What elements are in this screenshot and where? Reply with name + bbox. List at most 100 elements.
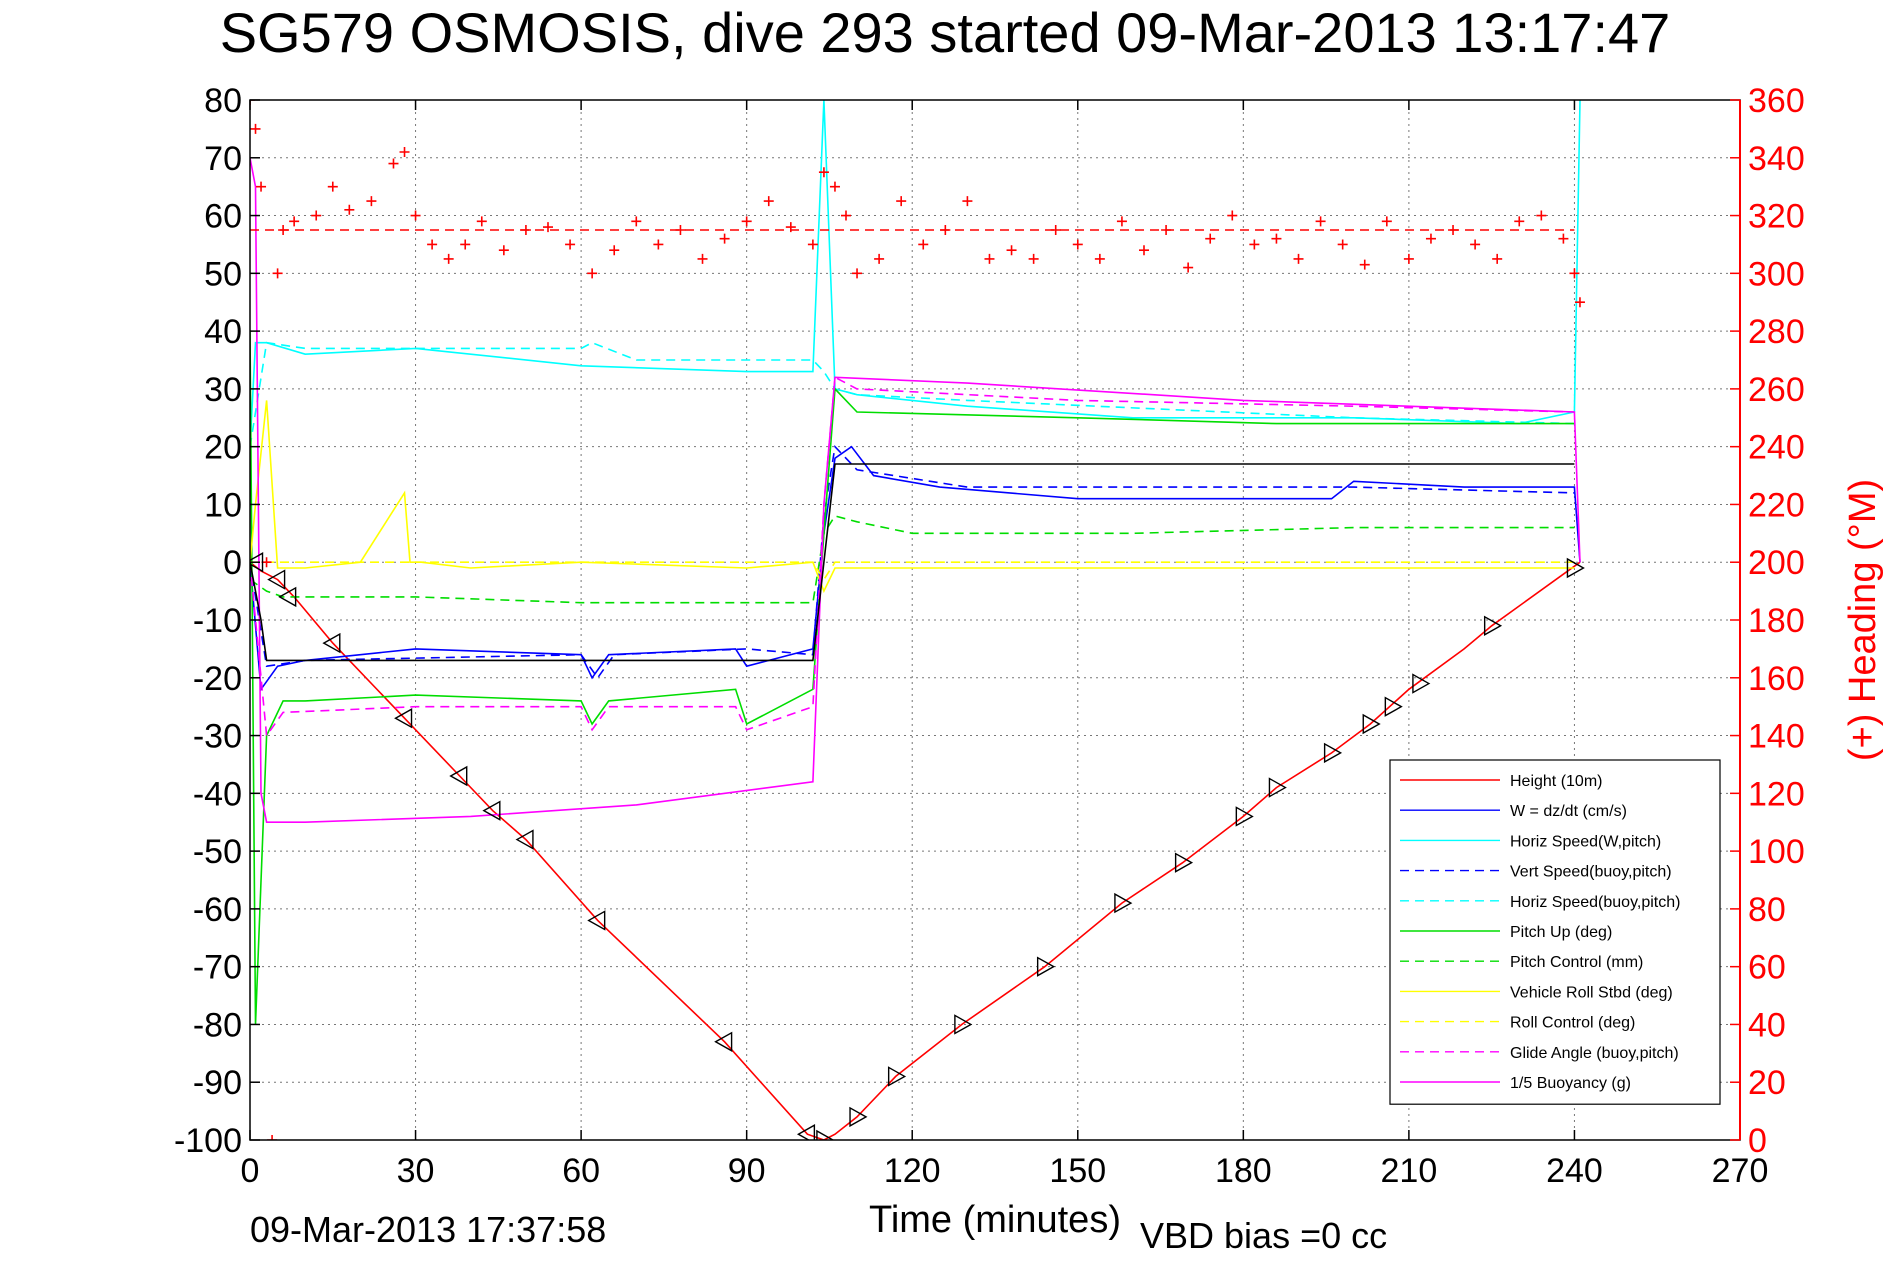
footer-vbd-bias: VBD bias =0 cc xyxy=(1140,1215,1387,1256)
heading-point xyxy=(399,147,410,157)
heading-point xyxy=(1558,233,1569,244)
series-vbd-10-cc xyxy=(250,463,1575,662)
heading-point xyxy=(443,253,454,264)
heading-point xyxy=(818,167,829,178)
plot-grid xyxy=(250,100,1740,1140)
heading-point xyxy=(984,253,995,264)
heading-point xyxy=(587,268,598,279)
axis-ticks: 0 30 60 90 120 150 180 210 240 270 80 70 60 50 40 30 20 1… xyxy=(174,82,1805,1190)
heading-point xyxy=(1139,245,1149,256)
depth-marker xyxy=(1268,777,1287,798)
series-pitch-control-mm xyxy=(250,515,1575,604)
y-tick-label: -60 xyxy=(193,891,242,929)
y-tick-label: 10 xyxy=(204,486,242,524)
y-tick-label: 60 xyxy=(204,198,242,236)
y-tick-label: 80 xyxy=(204,82,242,120)
heading-point xyxy=(272,268,283,279)
y-right-tick-label: 80 xyxy=(1748,891,1786,929)
y-tick-label: -30 xyxy=(193,718,242,756)
heading-point xyxy=(1569,268,1580,279)
y-tick-label: -100 xyxy=(174,1122,242,1160)
heading-point xyxy=(1183,262,1194,273)
y-right-tick-label: 280 xyxy=(1748,313,1805,351)
depth-marker xyxy=(267,569,286,590)
y-tick-label: -70 xyxy=(193,949,242,987)
y-right-tick-label: 60 xyxy=(1748,949,1786,987)
heading-point xyxy=(741,216,752,227)
y-right-tick-label: 200 xyxy=(1748,544,1805,582)
x-tick-label: 60 xyxy=(562,1152,600,1190)
legend-label: Pitch Up (deg) xyxy=(1510,924,1612,941)
heading-point xyxy=(1403,253,1414,264)
heading-point xyxy=(261,557,272,568)
heading-point xyxy=(841,210,851,221)
heading-point xyxy=(874,253,885,264)
depth-marker xyxy=(1412,673,1431,694)
y-right-tick-label: 360 xyxy=(1748,82,1805,120)
heading-point xyxy=(962,196,973,207)
legend-label: Horiz Speed(W,pitch) xyxy=(1510,833,1661,850)
x-tick-label: 0 xyxy=(241,1152,260,1190)
heading-point xyxy=(918,239,929,250)
series-1-5-buoyancy-g xyxy=(250,157,1581,824)
footer-timestamp: 09-Mar-2013 17:37:58 xyxy=(250,1209,606,1250)
y-right-tick-label: 260 xyxy=(1748,371,1805,409)
x-tick-label: 90 xyxy=(728,1152,766,1190)
heading-point xyxy=(476,216,487,227)
y-right-tick-label: 300 xyxy=(1748,255,1805,293)
y-right-tick-label: 20 xyxy=(1748,1064,1786,1102)
y-right-tick-label: 160 xyxy=(1748,660,1805,698)
y-right-tick-label: 140 xyxy=(1748,718,1805,756)
legend-label: Horiz Speed(buoy,pitch) xyxy=(1510,894,1680,911)
heading-point xyxy=(1381,216,1392,227)
series-pitch-up-deg xyxy=(250,331,1575,1025)
heading-point xyxy=(311,210,322,221)
depth-marker xyxy=(1323,742,1343,764)
y-tick-label: -40 xyxy=(193,775,242,813)
y-right-tick-label: 340 xyxy=(1748,140,1805,178)
legend-label: 1/5 Buoyancy (g) xyxy=(1510,1075,1631,1092)
depth-marker xyxy=(954,1014,973,1035)
depth-marker xyxy=(796,1124,816,1140)
legend-label: Vehicle Roll Stbd (deg) xyxy=(1510,984,1673,1001)
heading-point xyxy=(852,268,863,279)
y-tick-label: -50 xyxy=(193,833,242,871)
legend-label: Roll Control (deg) xyxy=(1510,1015,1635,1032)
heading-point xyxy=(267,1135,278,1140)
heading-point xyxy=(1094,253,1105,264)
heading-point xyxy=(543,222,553,233)
y-right-tick-label: 220 xyxy=(1748,486,1805,524)
depth-marker xyxy=(482,800,501,821)
series-horiz-speed-buoy-pitch xyxy=(250,341,1575,447)
heading-point xyxy=(366,196,377,207)
heading-point xyxy=(719,233,730,244)
heading-point xyxy=(327,181,338,192)
y-right-tick-label: 180 xyxy=(1748,602,1805,640)
heading-point xyxy=(410,210,421,221)
heading-point xyxy=(763,196,774,207)
depth-marker xyxy=(515,829,534,850)
series-depth-markers xyxy=(250,552,1585,1140)
series-heading xyxy=(250,100,1585,1140)
depth-marker xyxy=(816,1129,835,1140)
x-tick-label: 120 xyxy=(884,1152,941,1190)
depth-marker xyxy=(887,1066,907,1087)
depth-marker xyxy=(1114,892,1133,914)
y-tick-label: 40 xyxy=(204,313,242,351)
legend-label: Pitch Control (mm) xyxy=(1510,954,1643,971)
x-tick-label: 210 xyxy=(1381,1152,1438,1190)
x-tick-label: 240 xyxy=(1546,1152,1603,1190)
depth-marker xyxy=(1362,713,1381,735)
y-tick-label: 30 xyxy=(204,371,242,409)
heading-point xyxy=(1425,233,1436,244)
heading-point xyxy=(631,216,642,227)
heading-point xyxy=(388,158,399,169)
heading-point xyxy=(1492,253,1503,264)
series-vehicle-roll-stbd-deg xyxy=(250,400,1575,594)
chart-title: SG579 OSMOSIS, dive 293 started 09-Mar-2… xyxy=(220,1,1671,64)
depth-marker xyxy=(714,1031,733,1052)
y-tick-label: -90 xyxy=(193,1064,242,1102)
heading-point xyxy=(1536,210,1547,221)
series-height-10m xyxy=(250,561,1581,1140)
depth-marker xyxy=(1235,806,1254,827)
